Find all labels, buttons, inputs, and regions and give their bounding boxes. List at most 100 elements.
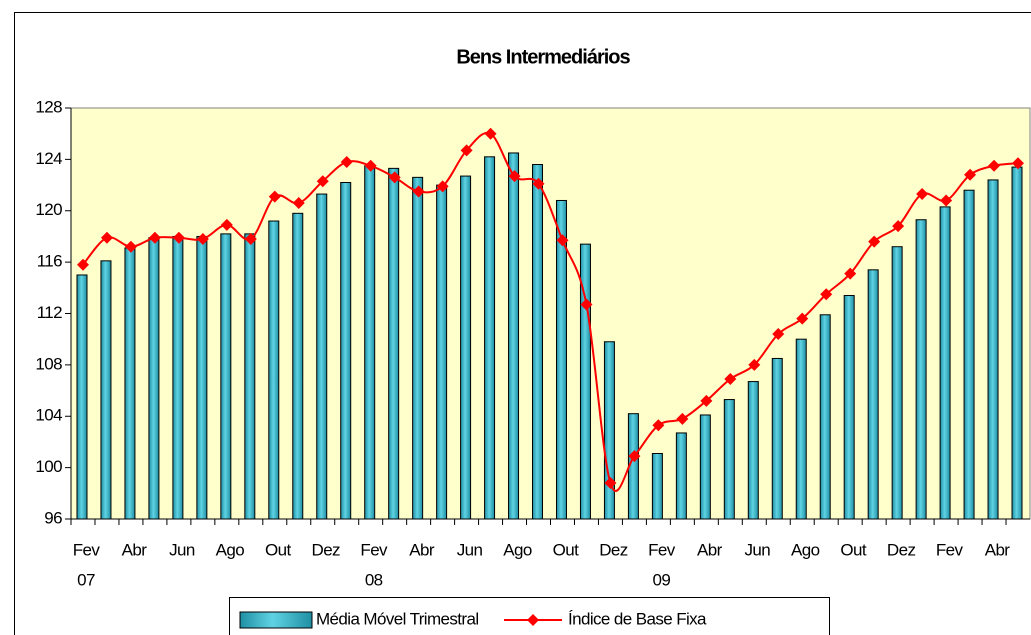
line-marker: [196, 233, 209, 246]
x-tick-label: Jun: [744, 540, 770, 559]
x-tick-label: Dez: [599, 540, 628, 559]
line-marker: [532, 177, 545, 190]
bar: [747, 381, 759, 520]
x-tick-label: Jun: [457, 540, 483, 559]
x-tick-label: Dez: [887, 540, 916, 559]
bar: [987, 179, 999, 520]
bar: [1011, 166, 1023, 520]
x-tick-label: Out: [553, 540, 579, 559]
line-marker: [652, 419, 665, 432]
line-marker: [796, 312, 809, 325]
line-marker: [1012, 157, 1025, 170]
x-tick-label: 08: [365, 570, 383, 589]
legend-marker: [527, 614, 539, 626]
x-tick-label: Out: [840, 540, 866, 559]
bar: [723, 399, 735, 520]
bar: [771, 357, 783, 520]
bar: [651, 452, 663, 520]
y-tick-label: 108: [35, 354, 62, 373]
line-marker: [388, 171, 401, 184]
bar: [76, 274, 88, 520]
line-marker: [244, 233, 257, 246]
line-marker: [628, 450, 641, 463]
bar: [915, 219, 927, 520]
y-tick-label: 104: [35, 406, 62, 425]
legend-box: [229, 597, 830, 635]
bar: [891, 246, 903, 520]
x-tick-label: Abr: [409, 540, 435, 559]
line-marker: [100, 231, 113, 244]
x-tick-label: Fev: [360, 540, 388, 559]
bar: [460, 175, 472, 520]
bar: [484, 156, 496, 520]
line-marker: [580, 298, 593, 311]
y-tick-label: 96: [44, 508, 62, 527]
bar: [292, 212, 304, 520]
bar: [316, 193, 328, 520]
bar: [508, 152, 520, 520]
x-tick-label: 07: [77, 570, 95, 589]
line-marker: [316, 175, 329, 188]
bar: [795, 338, 807, 520]
bar: [843, 295, 855, 520]
line-marker: [148, 231, 161, 244]
line-marker: [220, 218, 233, 231]
bar: [412, 176, 424, 520]
bar: [867, 269, 879, 520]
bar: [364, 165, 376, 520]
line-marker: [892, 220, 905, 233]
line-marker: [988, 159, 1001, 172]
line-marker: [556, 234, 569, 247]
x-tick-label: Abr: [697, 540, 723, 559]
y-tick-label: 100: [35, 457, 62, 476]
bar: [340, 181, 352, 520]
line-marker: [724, 373, 737, 386]
line-marker: [340, 155, 353, 168]
bar: [148, 237, 160, 520]
chart-title: Bens Intermediários: [456, 46, 630, 68]
line-marker: [844, 267, 857, 280]
line-marker: [916, 188, 929, 201]
y-tick-label: 112: [37, 303, 62, 322]
y-tick-label: 128: [35, 97, 62, 116]
bar: [555, 199, 567, 520]
bar: [532, 164, 544, 520]
bar: [124, 247, 136, 520]
bar: [675, 432, 687, 520]
x-tick-label: Fev: [648, 540, 676, 559]
line-marker: [412, 185, 425, 198]
x-tick-label: Ago: [216, 540, 245, 559]
y-tick-label: 124: [35, 149, 62, 168]
x-tick-label: 09: [653, 570, 671, 589]
x-tick-label: Jun: [169, 540, 195, 559]
bar: [196, 235, 208, 520]
bar: [388, 167, 400, 520]
bar: [699, 414, 711, 520]
legend-label: Média Móvel Trimestral: [316, 609, 479, 628]
bar: [172, 235, 184, 520]
y-tick-label: 116: [37, 252, 62, 271]
line-marker: [436, 180, 449, 193]
bar: [603, 341, 615, 520]
plot-area: [70, 107, 1031, 520]
line-marker: [484, 127, 497, 140]
x-tick-label: Fev: [936, 540, 964, 559]
line-marker: [940, 194, 953, 207]
x-tick-label: Ago: [503, 540, 532, 559]
x-tick-label: Abr: [985, 540, 1011, 559]
line-marker: [964, 168, 977, 181]
x-tick-label: Out: [265, 540, 291, 559]
line-marker: [772, 328, 785, 341]
line-marker: [76, 258, 89, 271]
line-marker: [868, 235, 881, 248]
y-tick-label: 120: [35, 200, 62, 219]
bar: [100, 260, 112, 520]
line-marker: [700, 394, 713, 407]
bar: [579, 243, 591, 520]
line-marker: [124, 240, 137, 253]
bar: [220, 233, 232, 520]
line-marker: [460, 144, 473, 157]
line-marker: [508, 170, 521, 183]
